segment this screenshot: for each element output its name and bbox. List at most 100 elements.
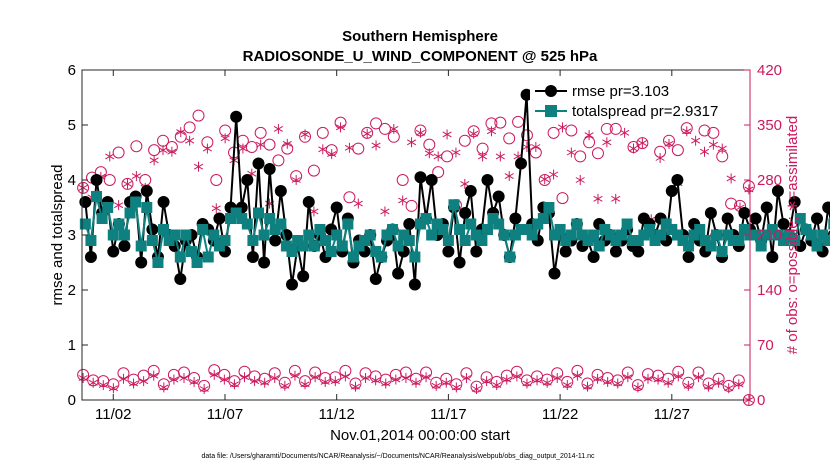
totalspread-point [213, 240, 225, 252]
obs-assimilated-upper-point [442, 129, 452, 140]
obs-star-stroke [461, 375, 472, 381]
totalspread-point [280, 240, 292, 252]
obs-star-stroke [603, 378, 613, 385]
totalspread-point [588, 229, 600, 241]
obs-star-stroke [421, 374, 431, 381]
obs-possible-upper-point [565, 124, 578, 137]
obs-assimilated-lower-point [451, 382, 461, 393]
obs-assimilated-lower-point [179, 373, 189, 383]
obs-star-stroke [280, 382, 290, 389]
obs-assimilated-lower-point [572, 370, 582, 381]
obs-possible-upper-point [494, 116, 507, 129]
totalspread-point [180, 229, 192, 241]
totalspread-point [554, 224, 566, 235]
totalspread-point [571, 218, 583, 230]
obs-possible-upper-point [272, 154, 285, 167]
obs-assimilated-upper-point [620, 127, 630, 138]
obs-assimilated-lower-point [320, 376, 330, 387]
totalspread-point [286, 246, 298, 257]
obs-star-stroke [415, 129, 426, 136]
totalspread-point [710, 229, 722, 241]
y-tick-label: 3 [68, 227, 76, 244]
obs-star-stroke [256, 141, 266, 148]
obs-assimilated-upper-point [238, 143, 248, 154]
obs-assimilated-lower-point [300, 379, 310, 390]
obs-assimilated-lower-point [512, 371, 522, 382]
obs-star-stroke [433, 153, 443, 160]
obs-star-stroke [431, 382, 441, 389]
totalspread-point [448, 199, 460, 211]
legend-rmse-label: rmse pr=3.103 [572, 83, 669, 100]
obs-star-stroke [114, 202, 124, 209]
obs-layer [77, 103, 755, 406]
obs-star-stroke [411, 379, 421, 386]
totalspread-point [381, 229, 393, 241]
obs-possible-upper-point [254, 126, 267, 139]
rmse-point [107, 245, 120, 258]
obs-assimilated-upper-point [362, 128, 372, 139]
obs-assimilated-upper-point [158, 145, 168, 156]
obs-star-stroke [98, 382, 108, 389]
totalspread-point [353, 240, 365, 252]
totalspread-point [649, 235, 661, 246]
totalspread-point [375, 251, 387, 263]
totalspread-point [549, 229, 561, 241]
obs-assimilated-lower-point [673, 371, 683, 382]
totalspread-point [677, 235, 689, 246]
totalspread-point [275, 218, 287, 230]
totalspread-point [420, 213, 432, 224]
totalspread-point [789, 235, 801, 246]
rmse-point [269, 234, 282, 247]
rmse-point [403, 218, 416, 230]
obs-star-stroke [611, 195, 621, 202]
axes-layer: 0 1 2 3 4 5 6 0 70 140 210 280 350 420 11/02 11/07 11/12… [68, 62, 782, 423]
totalspread-point [264, 213, 276, 224]
rmse-point [252, 157, 265, 170]
totalspread-point [219, 235, 231, 246]
obs-possible-upper-point [591, 147, 604, 160]
totalspread-point [403, 235, 415, 246]
totalspread-point [113, 218, 125, 230]
totalspread-point [811, 240, 823, 252]
totalspread-point [465, 218, 477, 230]
rmse-point [84, 251, 97, 263]
totalspread-point [560, 235, 572, 246]
obs-assimilated-upper-point [291, 175, 301, 185]
obs-assimilated-upper-point [282, 138, 292, 149]
totalspread-point [805, 229, 817, 241]
rmse-point [811, 212, 824, 225]
totalspread-point [347, 251, 359, 263]
obs-assimilated-lower-point [482, 376, 492, 387]
rmse-point [258, 256, 271, 269]
obs-star-stroke [620, 129, 630, 136]
obs-star-stroke [159, 384, 169, 391]
obs-star-stroke [139, 378, 149, 385]
obs-star-stroke [300, 131, 310, 138]
obs-assimilated-lower-point [78, 373, 88, 383]
legend-box [530, 80, 747, 122]
totalspread-point [247, 235, 259, 246]
totalspread-point [387, 224, 399, 235]
totalspread-point [683, 240, 695, 252]
obs-star-stroke [492, 382, 502, 389]
obs-assimilated-upper-point [193, 161, 204, 172]
obs-assimilated-upper-point [691, 135, 701, 146]
obs-possible-upper-point [707, 126, 720, 139]
legend-spread-label: totalspread pr=2.9317 [572, 103, 718, 120]
obs-star-stroke [566, 149, 576, 156]
obs-possible-upper-point [210, 174, 223, 186]
obs-star-stroke [663, 379, 673, 386]
rmse-point [470, 245, 483, 258]
x-tick-label: 11/02 [95, 406, 131, 423]
obs-possible-upper-point [343, 191, 356, 204]
totalspread-point [342, 218, 354, 230]
rmse-point [509, 212, 522, 225]
obs-assimilated-lower-point [128, 378, 139, 389]
obs-star-stroke [442, 131, 452, 138]
totalspread-point [828, 218, 830, 230]
obs-star-stroke [350, 383, 361, 390]
totalspread-point [582, 235, 594, 246]
totalspread-point [537, 213, 549, 224]
obs-star-stroke [691, 137, 701, 144]
rmse-point [241, 174, 254, 186]
